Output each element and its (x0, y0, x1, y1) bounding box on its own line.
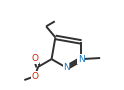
Text: O: O (31, 72, 38, 81)
Text: O: O (32, 54, 39, 63)
Text: N: N (78, 55, 85, 64)
Text: N: N (63, 63, 70, 72)
